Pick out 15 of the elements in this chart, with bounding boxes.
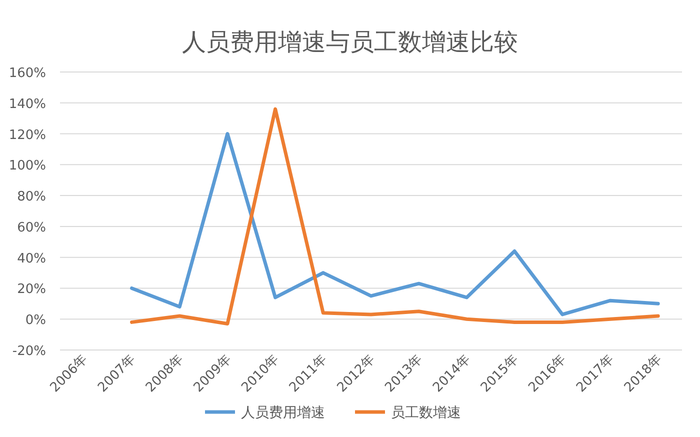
y-tick-label: 80% — [17, 190, 46, 205]
y-tick-label: 120% — [8, 128, 46, 143]
y-tick-label: 140% — [8, 96, 46, 112]
line-series — [130, 107, 660, 326]
y-tick-label: 60% — [17, 220, 46, 236]
legend-label: 人员费用增速 — [241, 405, 325, 421]
y-tick-label: 160% — [8, 66, 46, 81]
y-tick-label: 20% — [17, 282, 46, 298]
y-tick-label: 100% — [8, 158, 46, 174]
y-tick-label: 40% — [17, 251, 46, 266]
legend-label: 员工数增速 — [391, 405, 461, 421]
y-tick-label: -20% — [12, 344, 46, 359]
line-series — [130, 132, 660, 316]
y-tick-label: 0% — [25, 313, 46, 328]
chart-title: 人员费用增速与员工数增速比较 — [182, 28, 518, 56]
